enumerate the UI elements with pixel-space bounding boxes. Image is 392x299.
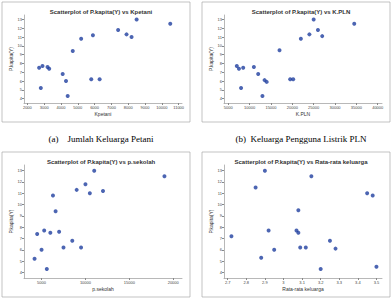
svg-text:3.2: 3.2: [318, 280, 324, 285]
svg-text:20000: 20000: [287, 105, 299, 110]
svg-text:P.kapita(Y): P.kapita(Y): [8, 209, 14, 233]
svg-text:P.kapita(Y): P.kapita(Y): [208, 209, 214, 233]
svg-text:3.1: 3.1: [299, 280, 305, 285]
svg-text:7: 7: [220, 236, 223, 241]
svg-text:11: 11: [218, 191, 223, 196]
svg-text:9: 9: [220, 213, 223, 218]
svg-text:8: 8: [220, 61, 223, 66]
svg-text:6: 6: [20, 79, 23, 84]
svg-text:5000: 5000: [73, 105, 83, 110]
svg-text:7000: 7000: [107, 105, 117, 110]
svg-text:30000: 30000: [329, 105, 341, 110]
svg-text:12: 12: [18, 26, 23, 31]
svg-text:3: 3: [282, 280, 285, 285]
svg-text:10: 10: [18, 202, 23, 207]
svg-text:K.PLN: K.PLN: [296, 111, 311, 117]
svg-text:13: 13: [18, 168, 23, 173]
svg-text:15000: 15000: [265, 105, 277, 110]
svg-text:5: 5: [220, 259, 223, 264]
svg-text:10000: 10000: [80, 280, 92, 285]
svg-text:10: 10: [218, 202, 223, 207]
svg-text:9: 9: [220, 52, 223, 57]
svg-text:13: 13: [218, 17, 223, 22]
svg-text:p.sekolah: p.sekolah: [92, 286, 114, 292]
svg-text:11: 11: [18, 35, 23, 40]
svg-text:11: 11: [218, 35, 223, 40]
svg-text:5000: 5000: [37, 280, 47, 285]
svg-text:20000: 20000: [168, 280, 180, 285]
svg-text:Scatterplot of P.kapita(Y) vs: Scatterplot of P.kapita(Y) vs K.PLN: [252, 9, 351, 15]
svg-text:12: 12: [18, 179, 23, 184]
svg-text:4: 4: [220, 96, 223, 101]
svg-text:2.9: 2.9: [262, 280, 268, 285]
svg-text:11: 11: [18, 191, 23, 196]
svg-text:Scatterplot of P.kapita(Y) vs: Scatterplot of P.kapita(Y) vs p.sekolah: [47, 159, 156, 165]
svg-text:9: 9: [20, 213, 23, 218]
svg-text:10: 10: [18, 43, 23, 48]
svg-text:6: 6: [220, 247, 223, 252]
svg-text:10000: 10000: [244, 105, 256, 110]
svg-text:35000: 35000: [351, 105, 363, 110]
svg-text:5000: 5000: [224, 105, 234, 110]
svg-text:3.5: 3.5: [374, 280, 380, 285]
svg-text:Scatterplot of P.kapita(Y) vs: Scatterplot of P.kapita(Y) vs Kpetani: [50, 9, 153, 15]
svg-text:Rata-rata keluarga: Rata-rata keluarga: [282, 286, 324, 292]
svg-text:3.4: 3.4: [355, 280, 361, 285]
svg-text:15000: 15000: [124, 280, 136, 285]
svg-text:2.8: 2.8: [244, 280, 250, 285]
svg-text:6000: 6000: [90, 105, 100, 110]
svg-text:2.7: 2.7: [225, 280, 231, 285]
svg-text:12: 12: [218, 179, 223, 184]
svg-text:6: 6: [20, 247, 23, 252]
svg-text:8: 8: [20, 225, 23, 230]
svg-text:P.kapita(Y): P.kapita(Y): [8, 47, 14, 71]
svg-text:Scatterplot of P.kapita(Y) vs: Scatterplot of P.kapita(Y) vs Rata-rata …: [235, 159, 369, 165]
svg-text:9: 9: [20, 52, 23, 57]
svg-text:(a) Jumlah Keluarga Petani: (a) Jumlah Keluarga Petani: [49, 134, 154, 144]
svg-text:Kpetani: Kpetani: [95, 111, 112, 117]
svg-text:7: 7: [20, 236, 23, 241]
svg-text:P.kapita(Y): P.kapita(Y): [208, 47, 214, 71]
svg-text:3.3: 3.3: [336, 280, 342, 285]
svg-text:5: 5: [220, 87, 223, 92]
svg-text:10: 10: [218, 43, 223, 48]
svg-text:12: 12: [218, 26, 223, 31]
svg-text:4: 4: [220, 270, 223, 275]
svg-text:(b) Keluarga Pengguna Listrik: (b) Keluarga Pengguna Listrik PLN: [235, 134, 367, 144]
svg-text:5: 5: [20, 87, 23, 92]
svg-text:13: 13: [218, 168, 223, 173]
svg-text:5: 5: [20, 259, 23, 264]
svg-text:8000: 8000: [124, 105, 134, 110]
svg-text:6: 6: [220, 79, 223, 84]
svg-text:2000: 2000: [23, 105, 33, 110]
svg-text:4: 4: [20, 96, 23, 101]
svg-text:7: 7: [220, 70, 223, 75]
svg-text:3000: 3000: [40, 105, 50, 110]
svg-text:11000: 11000: [173, 105, 185, 110]
svg-text:4: 4: [20, 270, 23, 275]
svg-text:8: 8: [20, 61, 23, 66]
svg-text:25000: 25000: [308, 105, 320, 110]
svg-text:10000: 10000: [156, 105, 168, 110]
svg-text:8: 8: [220, 225, 223, 230]
svg-text:9000: 9000: [141, 105, 151, 110]
svg-text:13: 13: [18, 17, 23, 22]
svg-text:4000: 4000: [57, 105, 67, 110]
svg-text:7: 7: [20, 70, 23, 75]
svg-text:40000: 40000: [372, 105, 384, 110]
